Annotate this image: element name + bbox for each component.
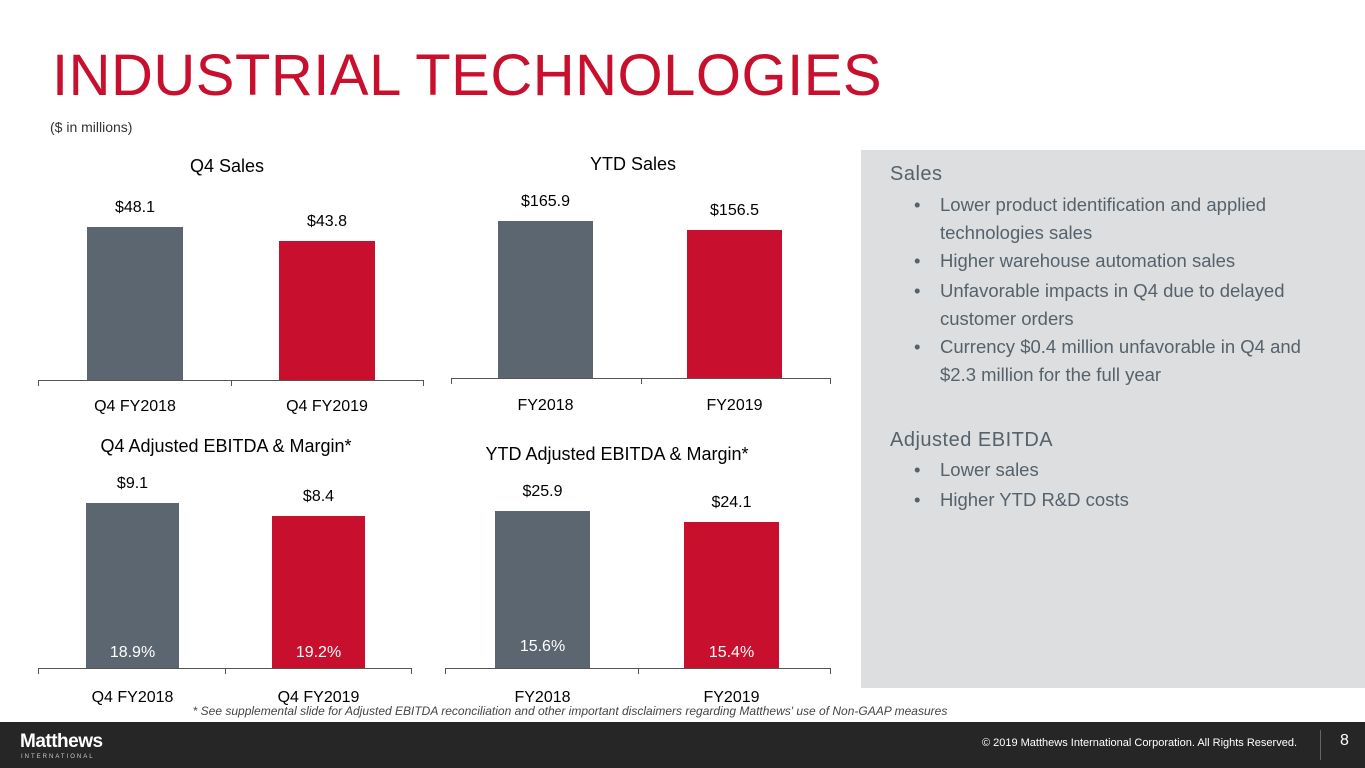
bar (495, 511, 590, 668)
axis-tick (411, 668, 412, 674)
bullet: Lower sales (914, 456, 1340, 484)
bullet: Higher YTD R&D costs (914, 486, 1340, 514)
bar (498, 221, 593, 378)
footer: Matthews INTERNATIONAL © 2019 Matthews I… (0, 722, 1365, 768)
ebitda-heading: Adjusted EBITDA (890, 429, 1054, 451)
value-label: $48.1 (114, 199, 156, 217)
bullet: Higher warehouse automation sales (914, 247, 1340, 275)
margin-label: 18.9% (109, 644, 156, 661)
bar (687, 230, 782, 378)
bullet: Currency $0.4 million unfavorable in Q4 … (914, 333, 1340, 389)
category-label: Q4 FY2018 (94, 398, 176, 415)
chart-title: Q4 Sales (189, 156, 265, 176)
bar (86, 503, 179, 668)
value-label: $9.1 (116, 475, 149, 493)
logo-subtext: INTERNATIONAL (21, 754, 95, 760)
category-label: Q4 FY2019 (277, 689, 360, 706)
commentary-panel: Sales Lower product identification and a… (861, 150, 1365, 688)
axis-tick (423, 380, 424, 386)
bullet: Unfavorable impacts in Q4 due to delayed… (914, 277, 1340, 333)
axis-tick (38, 380, 39, 386)
category-label: FY2018 (517, 397, 574, 414)
axis-tick (224, 668, 226, 674)
category-label: Q4 FY2018 (91, 689, 174, 706)
bar (87, 227, 183, 380)
margin-label: 19.2% (295, 644, 342, 661)
value-label: $165.9 (521, 193, 570, 211)
bullet: Lower product identification and applied… (914, 191, 1340, 247)
axis-tick (830, 668, 831, 674)
axis-tick (38, 668, 39, 674)
category-label: FY2019 (706, 397, 763, 414)
axis-tick (230, 380, 232, 386)
copyright: © 2019 Matthews International Corporatio… (981, 737, 1297, 749)
margin-label: 15.4% (708, 644, 755, 661)
divider (1320, 730, 1321, 760)
page-number: 8 (1340, 732, 1349, 749)
footnote: * See supplemental slide for Adjusted EB… (192, 704, 948, 718)
axis-tick (637, 668, 639, 674)
matthews-logo: Matthews (20, 731, 103, 752)
value-label: $43.8 (306, 212, 348, 230)
axis-tick (445, 668, 446, 674)
axis-tick (830, 378, 831, 384)
page-title: INDUSTRIAL TECHNOLOGIES (52, 43, 883, 108)
margin-label: 15.6% (519, 638, 566, 655)
axis-tick (451, 378, 452, 384)
chart-title: YTD Adjusted EBITDA & Margin* (485, 444, 749, 464)
value-label: $25.9 (522, 483, 563, 501)
category-label: Q4 FY2019 (286, 398, 368, 415)
category-label: FY2019 (703, 689, 760, 706)
value-label: $156.5 (710, 202, 759, 220)
bar (279, 240, 375, 380)
value-label: $24.1 (711, 494, 752, 512)
value-label: $8.4 (302, 487, 335, 505)
bar (272, 515, 365, 668)
chart-title: YTD Sales (589, 154, 677, 174)
chart-title: Q4 Adjusted EBITDA & Margin* (100, 436, 352, 456)
sales-heading: Sales (890, 163, 943, 185)
axis-tick (640, 378, 642, 384)
units-note: ($ in millions) (50, 119, 133, 135)
category-label: FY2018 (514, 689, 571, 706)
bar (684, 522, 779, 668)
